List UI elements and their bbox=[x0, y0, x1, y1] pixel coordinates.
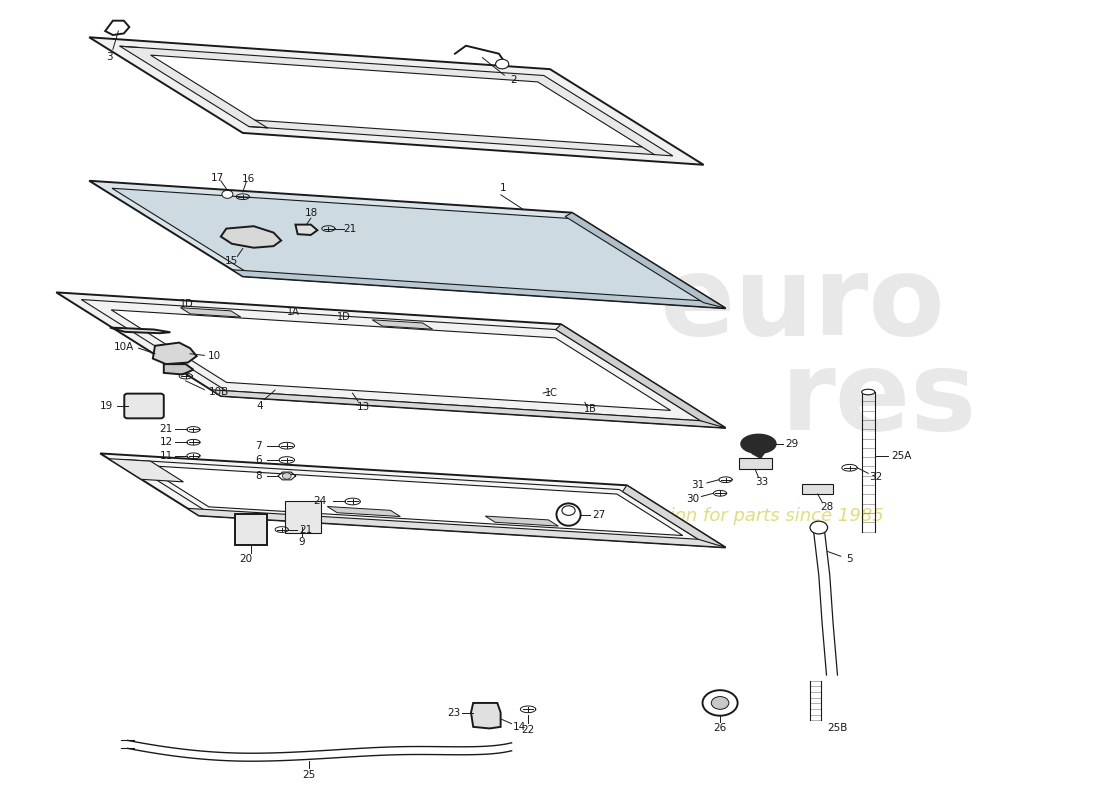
Text: 28: 28 bbox=[820, 502, 833, 512]
Polygon shape bbox=[151, 55, 642, 147]
Text: 1D: 1D bbox=[180, 299, 194, 309]
Text: 17: 17 bbox=[211, 173, 224, 182]
Circle shape bbox=[222, 190, 233, 198]
Polygon shape bbox=[565, 213, 726, 308]
Text: 32: 32 bbox=[869, 471, 882, 482]
Polygon shape bbox=[296, 225, 318, 235]
Ellipse shape bbox=[557, 503, 581, 526]
Polygon shape bbox=[110, 327, 170, 334]
Polygon shape bbox=[471, 703, 501, 729]
Polygon shape bbox=[109, 458, 184, 482]
Text: 25: 25 bbox=[302, 770, 316, 780]
FancyBboxPatch shape bbox=[124, 394, 164, 418]
Text: 15: 15 bbox=[226, 256, 239, 266]
Bar bbox=[234, 514, 267, 546]
Text: 1D: 1D bbox=[337, 311, 350, 322]
Ellipse shape bbox=[861, 390, 875, 395]
Text: 3: 3 bbox=[107, 51, 113, 62]
Text: 6: 6 bbox=[255, 455, 262, 465]
Text: 7: 7 bbox=[255, 441, 262, 450]
Text: 31: 31 bbox=[692, 480, 705, 490]
Text: 5: 5 bbox=[846, 554, 852, 565]
Text: 11: 11 bbox=[160, 451, 173, 461]
Polygon shape bbox=[164, 364, 194, 374]
Circle shape bbox=[810, 521, 827, 534]
Text: a passion for parts since 1985: a passion for parts since 1985 bbox=[612, 506, 883, 525]
Text: 26: 26 bbox=[714, 723, 727, 734]
Bar bbox=[802, 484, 833, 494]
Polygon shape bbox=[485, 516, 559, 526]
Polygon shape bbox=[187, 508, 726, 547]
Text: 16: 16 bbox=[242, 174, 255, 184]
Text: 10B: 10B bbox=[209, 387, 229, 397]
Polygon shape bbox=[143, 466, 683, 535]
Text: 4: 4 bbox=[256, 401, 263, 411]
Polygon shape bbox=[372, 320, 432, 330]
Text: 33: 33 bbox=[755, 477, 769, 487]
Text: 14: 14 bbox=[513, 722, 526, 732]
Text: 8: 8 bbox=[255, 471, 262, 481]
Text: 25B: 25B bbox=[827, 723, 848, 734]
Circle shape bbox=[562, 506, 575, 515]
Text: 2: 2 bbox=[509, 75, 516, 85]
Circle shape bbox=[703, 690, 738, 716]
Text: 9: 9 bbox=[298, 538, 305, 547]
Polygon shape bbox=[232, 270, 726, 308]
Polygon shape bbox=[752, 449, 766, 458]
Bar bbox=[739, 458, 771, 470]
Polygon shape bbox=[221, 226, 282, 248]
Circle shape bbox=[712, 697, 729, 710]
Polygon shape bbox=[211, 390, 726, 428]
Text: 10: 10 bbox=[208, 351, 221, 361]
Polygon shape bbox=[120, 46, 673, 156]
Polygon shape bbox=[106, 21, 130, 35]
Circle shape bbox=[496, 59, 508, 69]
Text: 24: 24 bbox=[314, 497, 327, 506]
Text: 10A: 10A bbox=[114, 342, 134, 352]
Text: 25A: 25A bbox=[891, 451, 911, 461]
Text: 20: 20 bbox=[239, 554, 252, 564]
Polygon shape bbox=[623, 486, 726, 547]
Polygon shape bbox=[328, 506, 400, 517]
Text: euro: euro bbox=[660, 251, 945, 358]
Polygon shape bbox=[89, 181, 726, 308]
Text: 27: 27 bbox=[593, 510, 606, 519]
Circle shape bbox=[283, 473, 292, 479]
Text: 30: 30 bbox=[686, 494, 700, 504]
Bar bbox=[286, 501, 320, 533]
Text: 22: 22 bbox=[521, 725, 535, 735]
Text: res: res bbox=[781, 346, 978, 454]
Polygon shape bbox=[111, 310, 671, 410]
Polygon shape bbox=[180, 308, 241, 317]
Text: 18: 18 bbox=[306, 209, 319, 218]
Polygon shape bbox=[741, 434, 776, 454]
Text: 29: 29 bbox=[784, 439, 798, 449]
Polygon shape bbox=[556, 324, 726, 428]
Polygon shape bbox=[112, 188, 706, 302]
Polygon shape bbox=[89, 38, 704, 165]
Text: 21: 21 bbox=[343, 223, 356, 234]
Text: 21: 21 bbox=[299, 525, 312, 534]
Text: 12: 12 bbox=[160, 438, 173, 447]
Polygon shape bbox=[153, 342, 197, 364]
Text: 1: 1 bbox=[499, 182, 506, 193]
Text: 1B: 1B bbox=[584, 404, 597, 414]
Polygon shape bbox=[56, 292, 726, 428]
Text: 1C: 1C bbox=[546, 388, 559, 398]
Text: 23: 23 bbox=[447, 707, 460, 718]
Text: 21: 21 bbox=[160, 425, 173, 434]
Polygon shape bbox=[100, 454, 726, 547]
Text: 13: 13 bbox=[356, 402, 370, 413]
Text: 1A: 1A bbox=[287, 307, 300, 317]
Text: 19: 19 bbox=[100, 401, 113, 410]
